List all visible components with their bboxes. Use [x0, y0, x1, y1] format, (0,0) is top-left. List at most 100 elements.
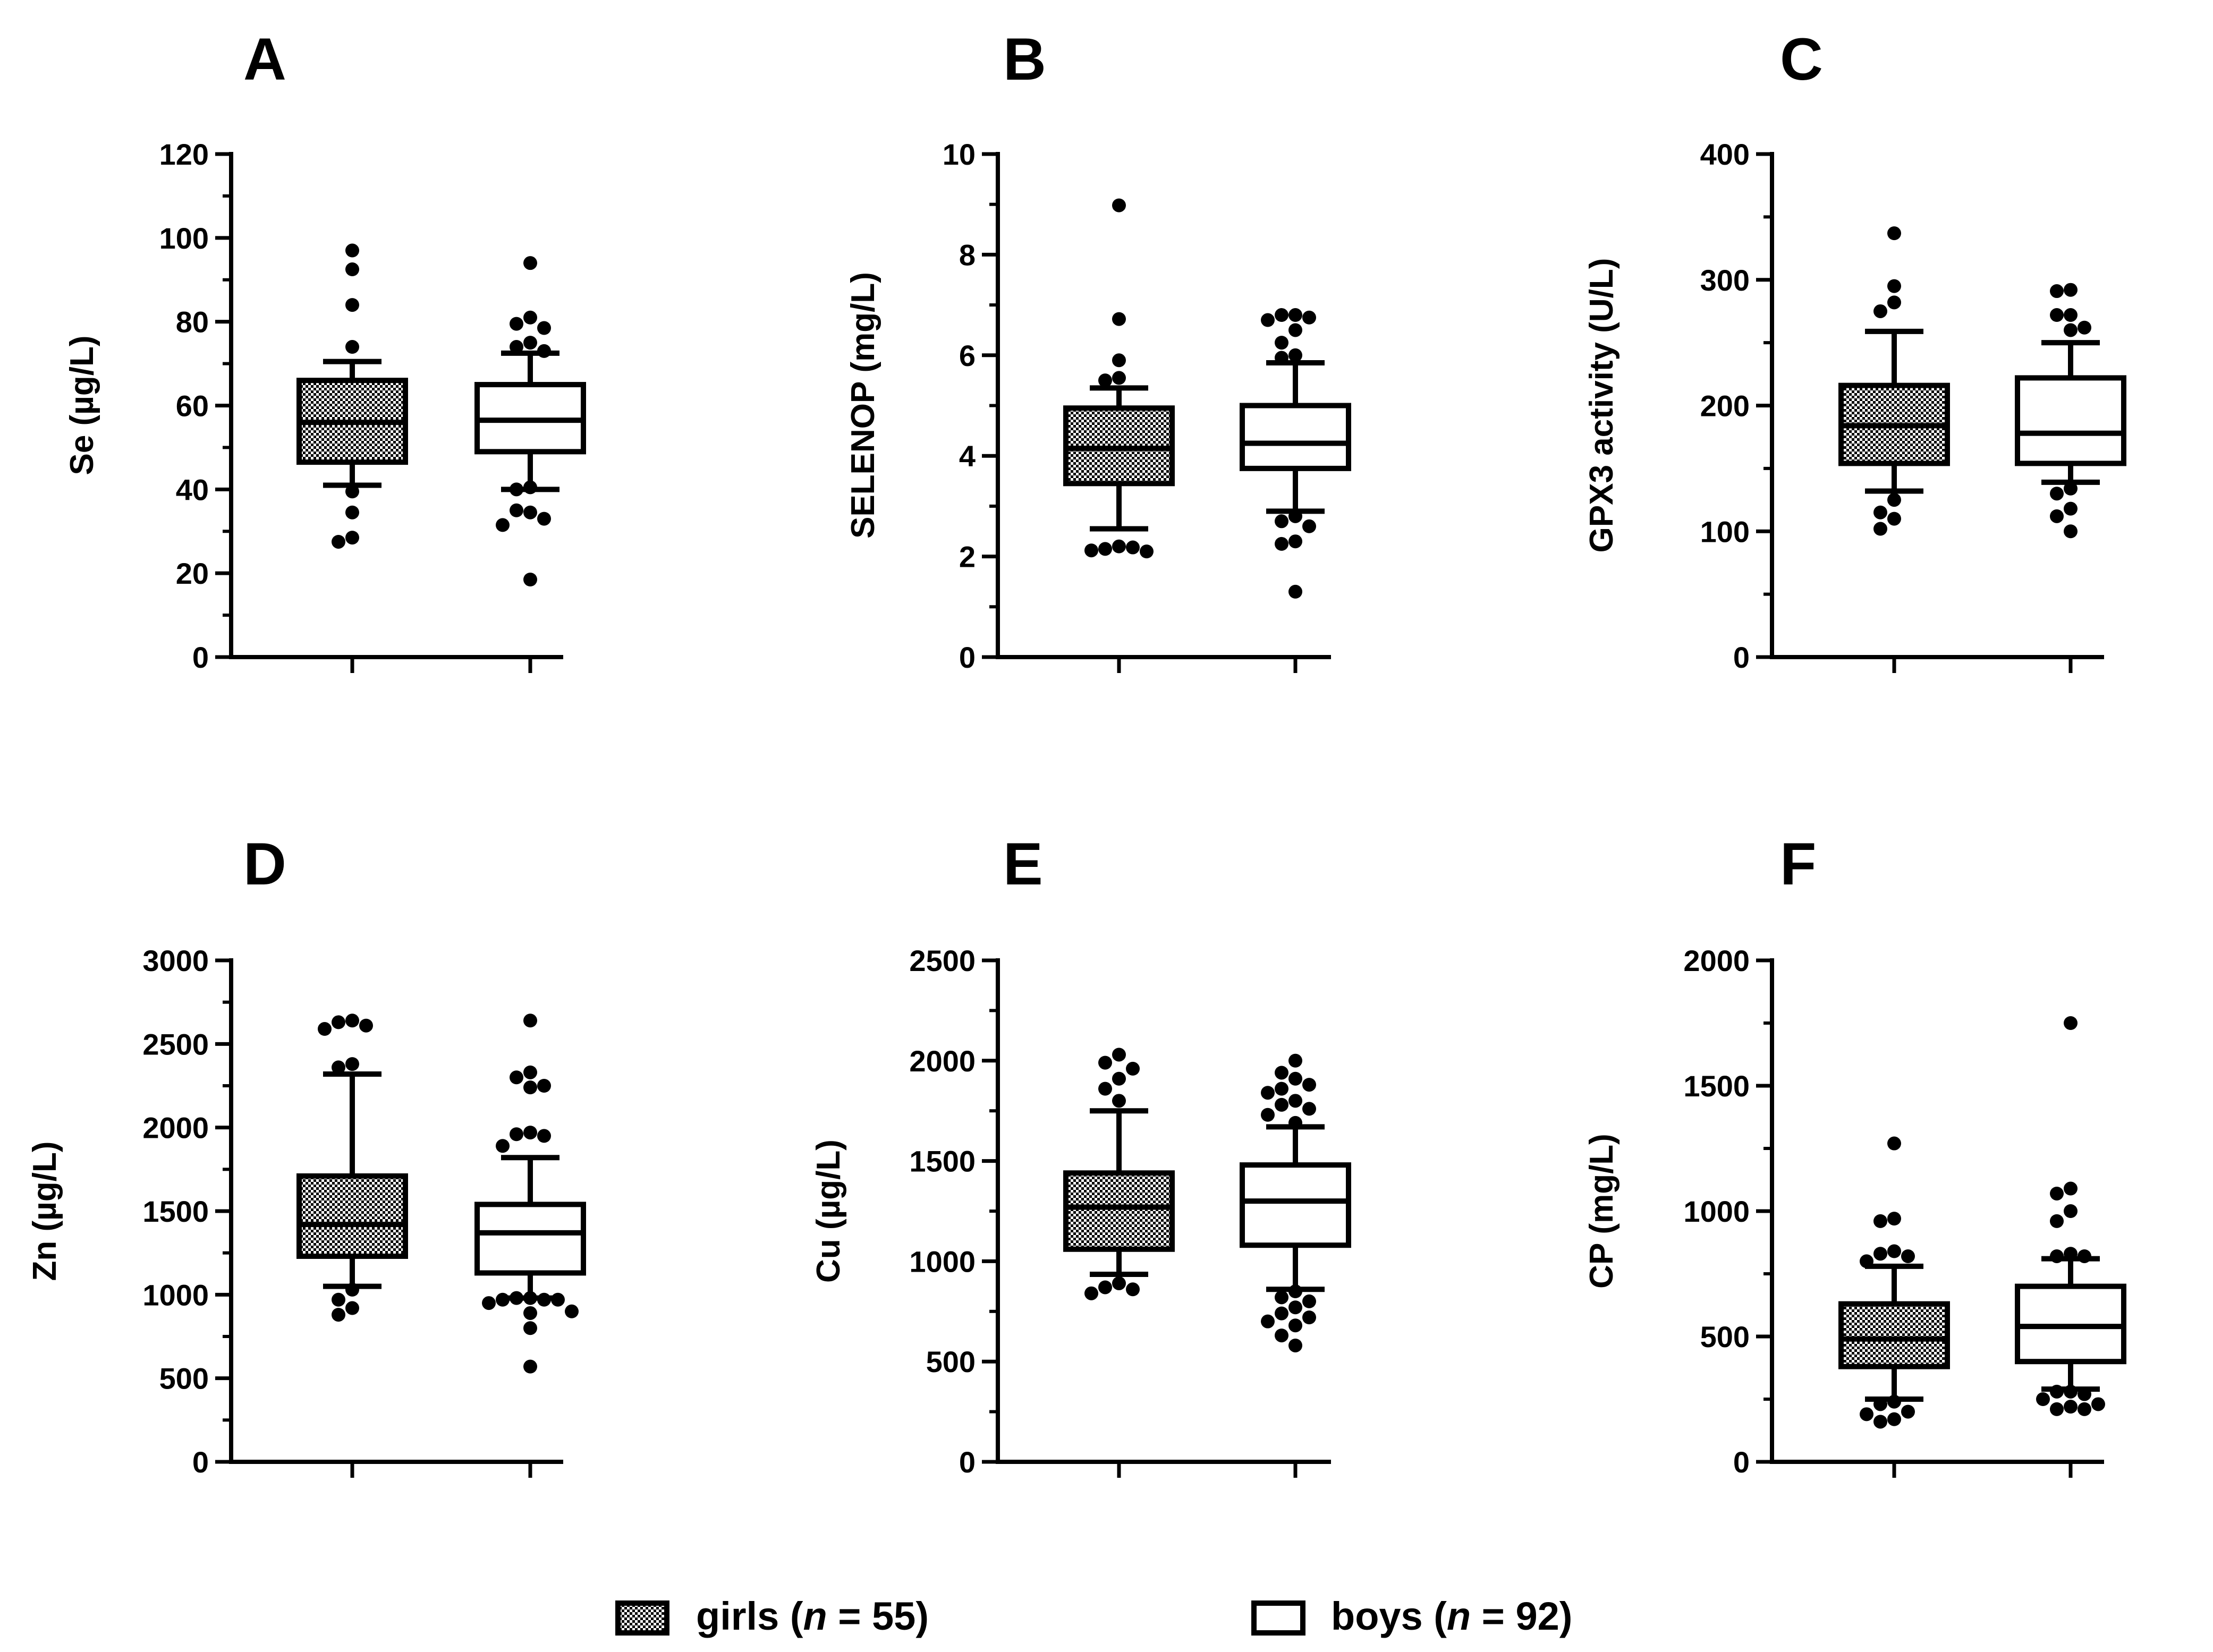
outlier-point	[523, 336, 537, 350]
y-tick-label: 500	[1700, 1320, 1750, 1353]
outlier-point	[1140, 544, 1154, 559]
outlier-point	[1275, 1066, 1288, 1080]
outlier-point	[2050, 284, 2064, 299]
y-tick-label: 10	[943, 138, 976, 171]
outlier-point	[1288, 1115, 1302, 1130]
panel-letter-f: F	[1780, 831, 1816, 897]
outlier-point	[2064, 524, 2078, 539]
box-boys-f	[2015, 1016, 2126, 1478]
outlier-point	[1887, 1212, 1901, 1226]
outlier-point	[2064, 1016, 2078, 1030]
outlier-point	[1288, 1284, 1302, 1299]
outlier-point	[332, 1308, 345, 1322]
outlier-point	[1887, 1394, 1901, 1409]
legend: girls (n = 55) boys (n = 92)	[615, 1594, 1572, 1638]
panel-a: A Se (µg/L) 0 20 40 60 80 100 120	[64, 26, 586, 674]
outlier-point	[523, 480, 537, 495]
outlier-point	[1098, 1082, 1112, 1096]
outlier-point	[2050, 308, 2064, 322]
outlier-point	[1112, 1094, 1126, 1108]
panel-letter-d: D	[243, 831, 286, 897]
y-tick-label: 0	[1733, 1445, 1750, 1479]
outlier-point	[537, 1129, 551, 1143]
outlier-point	[2050, 1402, 2064, 1416]
outlier-point	[1302, 519, 1316, 533]
y-tick-label: 1000	[142, 1278, 209, 1312]
outlier-point	[1275, 308, 1288, 322]
outlier-point	[1873, 1247, 1887, 1261]
outlier-point	[1873, 505, 1887, 520]
outlier-point	[2064, 1400, 2078, 1414]
outlier-point	[523, 1065, 537, 1079]
outlier-point	[1302, 1078, 1316, 1092]
outlier-point	[2050, 487, 2064, 501]
box-boys-d	[474, 1014, 586, 1478]
outlier-point	[510, 317, 523, 331]
outlier-point	[523, 1126, 537, 1140]
outlier-point	[1112, 1276, 1126, 1290]
outlier-point	[1126, 1061, 1140, 1076]
outlier-point	[359, 1018, 373, 1033]
outlier-point	[1887, 1244, 1901, 1258]
outlier-point	[2064, 283, 2078, 297]
outlier-point	[482, 1296, 496, 1310]
outlier-point	[1275, 1306, 1288, 1321]
legend-swatch-boys	[1251, 1600, 1305, 1636]
outlier-point	[1275, 514, 1288, 529]
y-tick-label: 120	[159, 138, 209, 171]
outlier-point	[523, 1359, 537, 1374]
outlier-point	[510, 1127, 523, 1142]
outlier-point	[1112, 312, 1126, 326]
outlier-point	[1302, 1102, 1316, 1116]
y-tick-label: 200	[1700, 389, 1750, 423]
y-tick-label: 2000	[909, 1044, 976, 1078]
outlier-point	[1098, 1280, 1112, 1295]
box-boys-a	[474, 256, 586, 673]
outlier-point	[1288, 1338, 1302, 1352]
y-tick-label: 2500	[142, 1027, 209, 1061]
y-tick-label: 2500	[909, 944, 976, 977]
y-tick-label: 100	[1700, 515, 1750, 548]
iqr-box	[1063, 1170, 1175, 1252]
outlier-point	[1126, 540, 1140, 555]
outlier-point	[510, 1291, 523, 1305]
box-girls-c	[1838, 226, 1950, 673]
outlier-point	[510, 482, 523, 497]
outlier-point	[551, 1292, 565, 1307]
outlier-point	[523, 310, 537, 325]
y-tick-label: 80	[176, 305, 209, 339]
y-tick-label: 500	[926, 1345, 976, 1378]
outlier-point	[1288, 1300, 1302, 1315]
panel-f: F CP (mg/L) 0 500 1000 1500 2000	[1583, 831, 2126, 1479]
outlier-point	[1873, 1214, 1887, 1228]
outlier-point	[523, 1014, 537, 1028]
outlier-point	[318, 1022, 332, 1036]
iqr-box	[1240, 403, 1351, 471]
outlier-point	[1288, 308, 1302, 322]
outlier-point	[496, 1292, 510, 1307]
outlier-point	[2050, 509, 2064, 523]
y-tick-label: 300	[1700, 263, 1750, 297]
outlier-point	[1288, 509, 1302, 523]
outlier-point	[345, 340, 359, 354]
box-girls-d	[296, 1014, 408, 1478]
outlier-point	[1261, 313, 1275, 327]
outlier-point	[1288, 323, 1302, 337]
outlier-point	[345, 243, 359, 258]
outlier-point	[1084, 543, 1098, 558]
iqr-box	[2015, 375, 2126, 466]
box-boys-e	[1240, 1053, 1351, 1478]
panel-letter-b: B	[1003, 26, 1046, 92]
outlier-point	[510, 1070, 523, 1085]
outlier-point	[537, 1292, 551, 1307]
outlier-point	[1126, 1282, 1140, 1297]
outlier-point	[510, 503, 523, 517]
outlier-point	[1860, 1254, 1873, 1268]
outlier-point	[2050, 1249, 2064, 1263]
outlier-point	[523, 1306, 537, 1320]
outlier-point	[1261, 1086, 1275, 1100]
outlier-point	[1288, 584, 1302, 599]
outlier-point	[2078, 1402, 2091, 1416]
outlier-point	[1275, 537, 1288, 551]
